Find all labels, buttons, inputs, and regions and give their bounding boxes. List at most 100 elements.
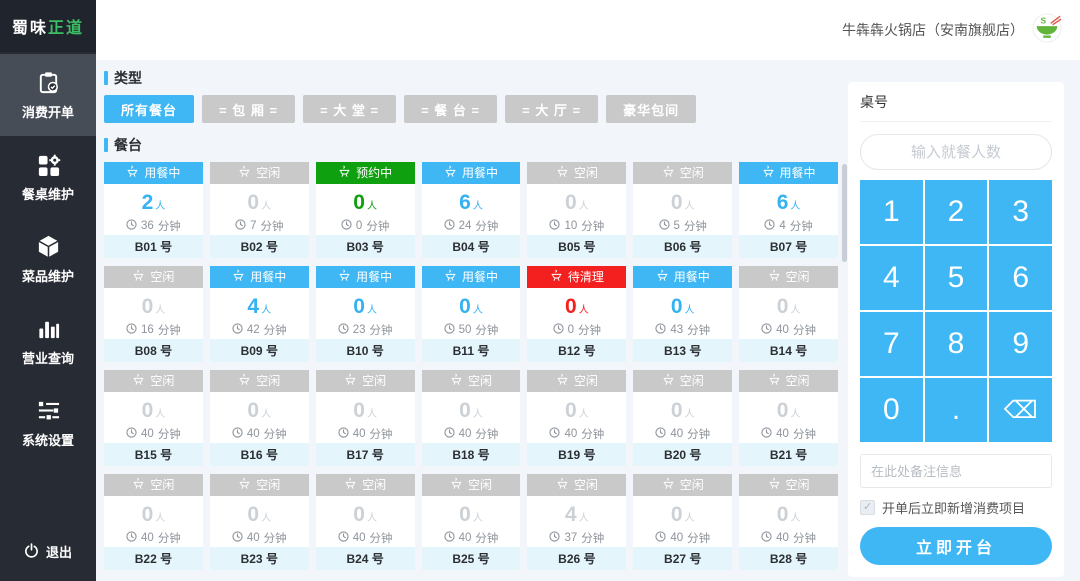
table-card[interactable]: 空闲 0 人 40 分钟 B15 号 <box>104 370 203 466</box>
keypad-key-9[interactable]: 9 <box>989 312 1052 376</box>
table-status-label: 空闲 <box>256 478 281 493</box>
logout-button[interactable]: 退出 <box>0 542 96 581</box>
table-card[interactable]: 空闲 0 人 40 分钟 B25 号 <box>421 474 521 570</box>
table-grid: 用餐中 2 人 36 分钟 B01 号 <box>104 162 838 570</box>
backspace-key[interactable]: ⌫ <box>989 378 1052 442</box>
filter-button[interactable]: = 餐 台 = <box>404 95 498 123</box>
vertical-scrollbar[interactable] <box>842 164 847 262</box>
table-card[interactable]: 预约中 0 人 0 分钟 B03 号 <box>315 162 415 258</box>
table-people-suffix: 人 <box>578 304 589 316</box>
sidebar-item-system-settings[interactable]: 系统设置 <box>0 382 96 464</box>
table-status-label: 空闲 <box>785 478 810 493</box>
table-card[interactable]: 空闲 0 人 40 分钟 B24 号 <box>315 474 415 570</box>
table-minutes-suffix: 分钟 <box>792 325 816 338</box>
table-minutes-suffix: 分钟 <box>475 533 499 546</box>
table-card[interactable]: 用餐中 0 人 43 分钟 B13 号 <box>633 266 733 362</box>
sidebar-item-business-query[interactable]: 营业查询 <box>0 300 96 382</box>
table-card[interactable]: 空闲 0 人 40 分钟 B21 号 <box>739 370 838 466</box>
clock-icon <box>341 219 352 233</box>
table-status-header: 用餐中 <box>104 162 203 184</box>
table-card[interactable]: 用餐中 4 人 42 分钟 B09 号 <box>209 266 309 362</box>
keypad-key-8[interactable]: 8 <box>924 312 988 376</box>
table-card[interactable]: 空闲 0 人 40 分钟 B23 号 <box>209 474 309 570</box>
table-card[interactable]: 空闲 0 人 40 分钟 B27 号 <box>633 474 733 570</box>
table-card[interactable]: 空闲 0 人 10 分钟 B05 号 <box>527 162 627 258</box>
svg-text:S: S <box>1040 15 1046 25</box>
filter-button[interactable]: = 包 厢 = <box>202 95 296 123</box>
section-title-text: 类型 <box>114 70 142 86</box>
keypad-key-6[interactable]: 6 <box>989 246 1052 310</box>
table-people-suffix: 人 <box>366 304 377 316</box>
table-card[interactable]: 空闲 0 人 40 分钟 B18 号 <box>421 370 521 466</box>
table-people-count: 0 <box>247 502 260 526</box>
table-people-suffix: 人 <box>472 200 483 212</box>
table-people: 0 人 <box>316 496 415 530</box>
table-card[interactable]: 空闲 0 人 40 分钟 B16 号 <box>209 370 309 466</box>
keypad-key-4[interactable]: 4 <box>860 246 923 310</box>
table-people-suffix: 人 <box>684 512 695 524</box>
table-card[interactable]: 用餐中 0 人 50 分钟 B11 号 <box>421 266 521 362</box>
guest-count-input[interactable] <box>860 134 1052 170</box>
sidebar-item-dish-maintain[interactable]: 菜品维护 <box>0 218 96 300</box>
checkbox-label: 开单后立即新增消费项目 <box>882 501 1026 516</box>
clock-icon <box>655 531 666 545</box>
keypad-key-0[interactable]: 0 <box>860 378 923 442</box>
hotpot-bowl-icon[interactable]: S <box>1032 12 1062 48</box>
keypad-key-2[interactable]: 2 <box>924 180 988 244</box>
table-status-header: 预约中 <box>315 162 415 184</box>
clock-icon <box>553 323 564 337</box>
keypad-key-1[interactable]: 1 <box>860 180 923 244</box>
table-card[interactable]: 用餐中 2 人 36 分钟 B01 号 <box>104 162 203 258</box>
keypad-key-.[interactable]: . <box>924 378 988 442</box>
table-status-label: 空闲 <box>785 270 810 285</box>
table-card[interactable]: 待清理 0 人 0 分钟 B12 号 <box>527 266 627 362</box>
table-minutes-suffix: 分钟 <box>260 221 284 234</box>
table-card[interactable]: 空闲 4 人 37 分钟 B26 号 <box>527 474 627 570</box>
table-card[interactable]: 空闲 0 人 40 分钟 B22 号 <box>104 474 203 570</box>
hotpot-icon <box>338 165 351 181</box>
remark-input[interactable] <box>860 454 1052 488</box>
table-card[interactable]: 空闲 0 人 7 分钟 B02 号 <box>209 162 309 258</box>
table-people: 0 人 <box>527 392 626 426</box>
table-card[interactable]: 空闲 0 人 40 分钟 B19 号 <box>527 370 627 466</box>
table-minutes: 40 <box>141 532 154 545</box>
table-card[interactable]: 空闲 0 人 40 分钟 B17 号 <box>315 370 415 466</box>
table-people-count: 0 <box>459 398 471 422</box>
clock-icon <box>549 531 561 545</box>
hotpot-icon <box>132 477 145 493</box>
table-card[interactable]: 用餐中 0 人 23 分钟 B10 号 <box>315 266 415 362</box>
keypad-key-5[interactable]: 5 <box>924 246 988 310</box>
checkbox-icon[interactable] <box>860 500 875 515</box>
open-table-button[interactable]: 立即开台 <box>860 527 1052 565</box>
table-time: 36 分钟 <box>104 217 203 235</box>
type-section-title: 类型 <box>104 68 838 88</box>
table-status-label: 空闲 <box>362 374 387 389</box>
table-people-count: 0 <box>776 398 789 422</box>
table-number: B19 号 <box>527 443 627 466</box>
table-minutes-suffix: 分钟 <box>263 533 287 546</box>
table-minutes-suffix: 分钟 <box>369 429 393 442</box>
table-status-header: 空闲 <box>527 370 627 392</box>
sidebar-item-table-maintain[interactable]: 餐桌维护 <box>0 136 96 218</box>
auto-add-items-option[interactable]: 开单后立即新增消费项目 <box>860 498 1052 517</box>
table-people-count: 4 <box>565 502 577 526</box>
filter-button[interactable]: 豪华包间 <box>606 95 697 123</box>
filter-button[interactable]: = 大 厅 = <box>505 95 599 123</box>
sidebar-item-open-order[interactable]: 消费开单 <box>0 54 96 136</box>
filter-button[interactable]: 所有餐台 <box>104 95 195 123</box>
filter-button[interactable]: = 大 堂 = <box>303 95 397 123</box>
hotpot-icon <box>344 373 357 389</box>
keypad-key-7[interactable]: 7 <box>860 312 923 376</box>
table-card[interactable]: 用餐中 6 人 4 分钟 B07 号 <box>739 162 838 258</box>
table-card[interactable]: 用餐中 6 人 24 分钟 B04 号 <box>421 162 521 258</box>
table-card[interactable]: 空闲 0 人 40 分钟 B28 号 <box>739 474 838 570</box>
table-card[interactable]: 空闲 0 人 16 分钟 B08 号 <box>104 266 203 362</box>
table-card[interactable]: 空闲 0 人 40 分钟 B20 号 <box>633 370 733 466</box>
app-logo: 蜀味 正道 <box>0 0 96 52</box>
table-card[interactable]: 空闲 0 人 40 分钟 B14 号 <box>739 266 838 362</box>
table-card[interactable]: 空闲 0 人 5 分钟 B06 号 <box>633 162 733 258</box>
table-people-count: 0 <box>565 294 577 318</box>
keypad-key-3[interactable]: 3 <box>989 180 1052 244</box>
filter-buttons: 所有餐台 = 包 厢 = = 大 堂 = = 餐 台 = = 大 厅 = 豪华包间 <box>104 95 838 123</box>
table-status-header: 空闲 <box>315 474 415 496</box>
